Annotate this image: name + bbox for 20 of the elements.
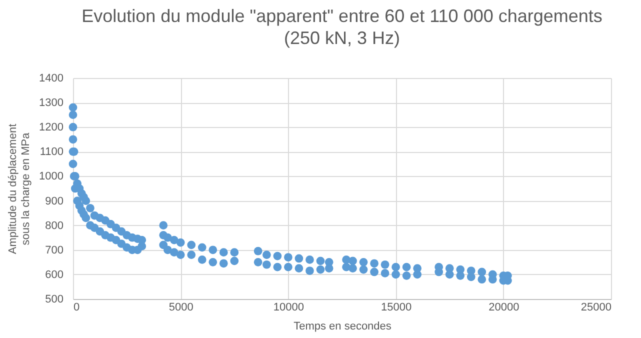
chart-subtitle: (250 kN, 3 Hz) [284,28,400,48]
y-tick-label: 1100 [40,146,64,158]
y-tick-label: 700 [45,244,64,256]
x-tick-label: 5000 [168,302,194,314]
x-tick-label: 0 [74,302,80,314]
y-tick-label: 600 [45,268,64,281]
y-tick-label: 500 [45,294,64,306]
y-tick-label: 1200 [39,122,64,134]
y-tick-label: 1000 [39,170,64,183]
x-axis-title: Temps en secondes [294,320,392,332]
y-tick-label: 1400 [39,72,64,84]
x-tick-label: 20000 [488,302,520,314]
y-tick-label: 900 [45,195,64,208]
chart-title: Evolution du module "apparent" entre 60 et 110 000 chargements [82,6,602,26]
x-tick-label: 25000 [580,302,612,314]
y-axis-title: Amplitude du déplacement sous la charge en MPa [7,124,32,254]
y-tick-label: 1300 [39,97,64,110]
x-tick-label: 15000 [381,302,412,314]
y-tick-label: 800 [45,220,64,232]
x-tick-label: 10000 [273,302,304,314]
